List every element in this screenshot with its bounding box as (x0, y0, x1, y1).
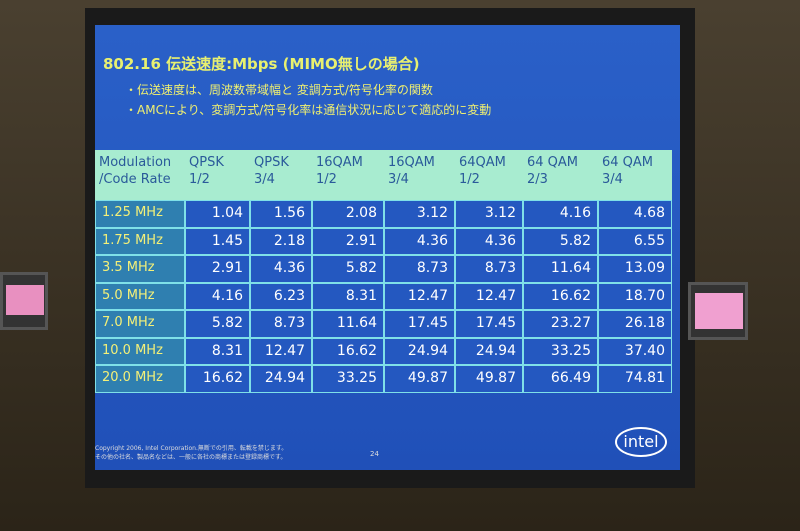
data-cell: 11.64 (523, 255, 598, 283)
header-text: 16QAM (316, 155, 363, 170)
data-cell: 8.31 (185, 337, 250, 365)
row-header: 1.75 MHz (95, 227, 185, 255)
header-text: 3/4 (254, 172, 275, 187)
data-cell: 8.73 (250, 310, 312, 338)
header-cell: 64 QAM 3/4 (598, 150, 672, 200)
header-cell: 16QAM 1/2 (312, 150, 384, 200)
data-cell: 18.70 (598, 282, 672, 310)
data-cell: 17.45 (384, 310, 455, 338)
row-header: 10.0 MHz (95, 337, 185, 365)
data-cell: 49.87 (384, 365, 455, 393)
data-cell: 2.18 (250, 227, 312, 255)
data-cell: 23.27 (523, 310, 598, 338)
table: Modulation/Code Rate QPSK 1/2 QPSK 3/4 16QAM 1… (95, 150, 675, 395)
header-band (95, 150, 672, 200)
data-cell: 17.45 (455, 310, 523, 338)
header-text: 16QAM (388, 155, 435, 170)
header-text: 3/4 (388, 172, 409, 187)
header-text: 2/3 (527, 172, 548, 187)
header-text: /Code Rate (99, 172, 171, 187)
copyright: Copyright 2006, Intel Corporation.無断での引用… (95, 445, 288, 452)
monitor-right (688, 282, 748, 340)
data-cell: 1.45 (185, 227, 250, 255)
data-cell: 24.94 (250, 365, 312, 393)
data-cell: 33.25 (523, 337, 598, 365)
data-cell: 12.47 (455, 282, 523, 310)
data-cell: 1.56 (250, 200, 312, 228)
data-cell: 4.16 (185, 282, 250, 310)
data-cell: 24.94 (384, 337, 455, 365)
header-text: 1/2 (189, 172, 210, 187)
header-text: 1/2 (316, 172, 337, 187)
data-cell: 5.82 (523, 227, 598, 255)
data-cell: 49.87 (455, 365, 523, 393)
header-cell: Modulation/Code Rate (95, 150, 185, 200)
data-cell: 2.91 (312, 227, 384, 255)
data-cell: 4.68 (598, 200, 672, 228)
data-cell: 2.91 (185, 255, 250, 283)
row-header: 7.0 MHz (95, 310, 185, 338)
data-cell: 1.04 (185, 200, 250, 228)
data-cell: 66.49 (523, 365, 598, 393)
data-cell: 16.62 (312, 337, 384, 365)
monitor-left (0, 272, 48, 330)
logo: intel (615, 427, 667, 457)
page-number: 24 (370, 450, 379, 458)
data-cell: 4.36 (384, 227, 455, 255)
data-cell: 6.55 (598, 227, 672, 255)
header-text: 64 QAM (602, 155, 654, 170)
data-cell: 4.36 (250, 255, 312, 283)
data-cell: 4.16 (523, 200, 598, 228)
monitor-screen (6, 285, 44, 315)
slide-title: 802.16 伝送速度:Mbps (MIMO無しの場合) (103, 55, 420, 73)
data-cell: 5.82 (312, 255, 384, 283)
row-header: 1.25 MHz (95, 200, 185, 228)
header-text: 1/2 (459, 172, 480, 187)
data-cell: 11.64 (312, 310, 384, 338)
data-cell: 16.62 (523, 282, 598, 310)
data-cell: 6.23 (250, 282, 312, 310)
header-cell: 64QAM 1/2 (455, 150, 523, 200)
data-cell: 37.40 (598, 337, 672, 365)
note: その他の社名、製品名などは、一般に各社の商標または登録商標です。 (95, 454, 287, 461)
header-text: 64QAM (459, 155, 506, 170)
data-cell: 8.73 (455, 255, 523, 283)
header-cell: QPSK 1/2 (185, 150, 250, 200)
data-cell: 8.73 (384, 255, 455, 283)
header-text: QPSK (189, 155, 224, 170)
data-cell: 16.62 (185, 365, 250, 393)
data-cell: 24.94 (455, 337, 523, 365)
data-cell: 33.25 (312, 365, 384, 393)
header-cell: 64 QAM 2/3 (523, 150, 598, 200)
row-header: 20.0 MHz (95, 365, 185, 393)
header-text: QPSK (254, 155, 289, 170)
bullet: ・AMCにより、変調方式/符号化率は通信状況に応じて適応的に変動 (125, 103, 492, 117)
data-cell: 74.81 (598, 365, 672, 393)
data-cell: 4.36 (455, 227, 523, 255)
data-cell: 26.18 (598, 310, 672, 338)
header-cell: 16QAM 3/4 (384, 150, 455, 200)
row-header: 3.5 MHz (95, 255, 185, 283)
data-cell: 12.47 (250, 337, 312, 365)
data-cell: 2.08 (312, 200, 384, 228)
slide: 802.16 伝送速度:Mbps (MIMO無しの場合) ・伝送速度は、周波数帯… (95, 25, 680, 470)
header-text: Modulation (99, 155, 172, 170)
data-cell: 13.09 (598, 255, 672, 283)
header-cell: QPSK 3/4 (250, 150, 312, 200)
row-header: 5.0 MHz (95, 282, 185, 310)
data-cell: 3.12 (384, 200, 455, 228)
data-cell: 3.12 (455, 200, 523, 228)
monitor-screen (695, 293, 743, 329)
data-cell: 12.47 (384, 282, 455, 310)
header-text: 3/4 (602, 172, 623, 187)
data-cell: 8.31 (312, 282, 384, 310)
bullet: ・伝送速度は、周波数帯域幅と 変調方式/符号化率の関数 (125, 83, 433, 97)
header-text: 64 QAM (527, 155, 579, 170)
data-cell: 5.82 (185, 310, 250, 338)
